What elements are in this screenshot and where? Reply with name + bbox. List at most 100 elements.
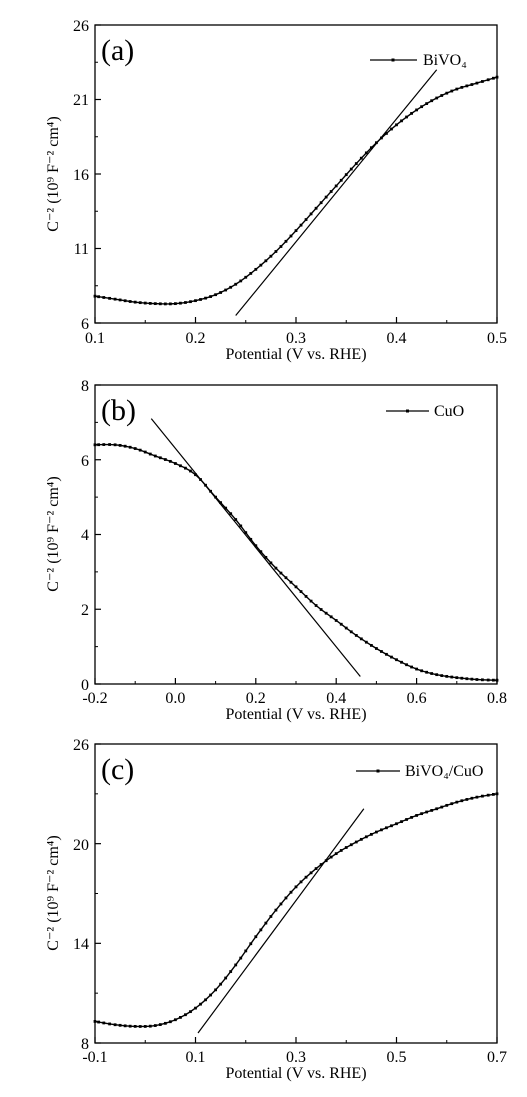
panel-a-plot-area [93,69,499,316]
data-point [339,178,343,182]
data-point [199,1002,202,1006]
data-point [369,832,373,836]
data-point [148,302,152,305]
panel-a-x-tick-label: 0.5 [487,330,507,347]
panel-c-x-tick-label: 0.5 [387,1049,407,1066]
data-point [289,234,293,238]
data-point [400,119,403,123]
data-point [209,295,212,298]
data-point [133,300,137,304]
panel-b-y-tick-label: 8 [81,378,89,395]
panel-a-x-tick-label: 0.3 [286,330,306,347]
data-point [486,678,490,682]
data-point [158,1023,162,1026]
data-point [415,108,418,112]
data-point [309,599,313,603]
data-point [229,970,233,973]
data-point [435,96,439,100]
panel-b-plot-area [93,418,499,682]
data-point [349,843,353,847]
data-point [279,245,283,248]
data-point [249,537,253,541]
panel-b-y-tick-label: 4 [81,527,89,544]
data-point [380,828,383,832]
data-point [344,846,348,849]
data-point [375,830,378,834]
panel-a-x-tick-label: 0.2 [186,330,206,347]
data-point [299,223,303,227]
panel-a-y-tick-label: 26 [73,18,89,35]
panel-a-y-tick-label: 21 [73,92,89,109]
data-point [460,799,464,803]
data-point [455,87,459,91]
data-point [148,1024,152,1028]
data-point [455,800,459,804]
data-point [234,282,238,286]
data-point [284,576,288,580]
data-point [491,792,495,796]
data-point [385,652,388,656]
data-point [138,1025,142,1028]
data-point [359,156,363,160]
data-point [168,302,172,306]
data-point [239,524,243,528]
data-point [475,81,479,85]
data-point [204,296,207,300]
data-point [97,295,101,299]
series-line [94,793,498,1028]
data-point [118,443,122,447]
data-point [415,814,418,817]
panel-c-x-tick-label: -0.1 [82,1049,107,1066]
data-point [395,658,398,662]
data-point [274,566,278,570]
data-point [108,1022,111,1026]
panel-b-label: (b) [101,394,136,427]
data-point [138,448,142,452]
data-point [324,611,328,615]
data-point [390,824,393,828]
data-point [390,127,393,131]
data-point [97,443,101,447]
panel-c-y-ticks [95,743,101,1044]
data-point [239,279,243,283]
data-point [224,288,228,292]
data-point [450,89,454,93]
data-point [465,84,469,88]
data-point [259,550,263,554]
panel-b-legend-label: CuO [434,403,464,420]
data-point [123,1024,127,1028]
data-point [289,580,293,584]
data-point [274,250,278,253]
data-point [339,849,343,852]
data-point [168,1020,172,1024]
data-point [102,443,106,446]
data-point [314,206,318,210]
data-point [294,229,298,233]
panel-a-x-tick-label: 0.4 [387,330,407,347]
data-point [108,443,111,446]
data-point [481,80,484,83]
data-point [450,802,454,806]
data-point [153,302,157,306]
data-point [405,663,408,667]
panel-b-x-tick-label: -0.2 [82,690,107,707]
series-line [94,443,498,681]
data-point [194,1006,197,1010]
panel-b-x-tick-label: 0.2 [246,690,266,707]
data-point [93,443,97,447]
data-point [299,590,303,593]
panel-a-legend-marker [391,58,395,62]
data-point [430,809,434,812]
data-point [435,807,439,811]
data-point [209,993,212,997]
data-point [309,212,313,216]
data-point [380,650,383,653]
data-point [475,678,479,681]
data-point [425,810,429,814]
data-point [495,678,499,682]
panel-a-label: (a) [101,34,134,67]
panel-a-x-axis-title: Potential (V vs. RHE) [225,346,366,363]
data-point [93,294,97,298]
panel-c-y-tick-label: 14 [73,936,89,953]
data-point [440,805,444,809]
